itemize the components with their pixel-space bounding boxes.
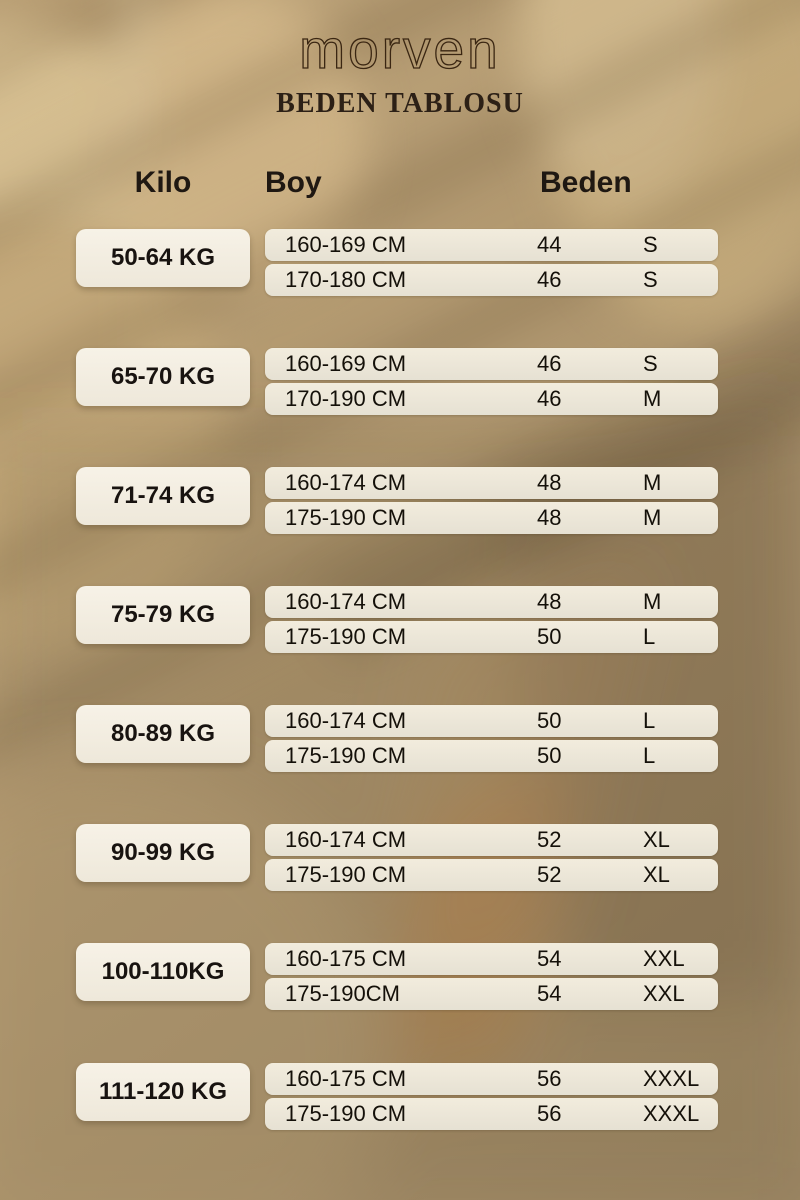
svg-text:morven: morven xyxy=(299,20,500,80)
